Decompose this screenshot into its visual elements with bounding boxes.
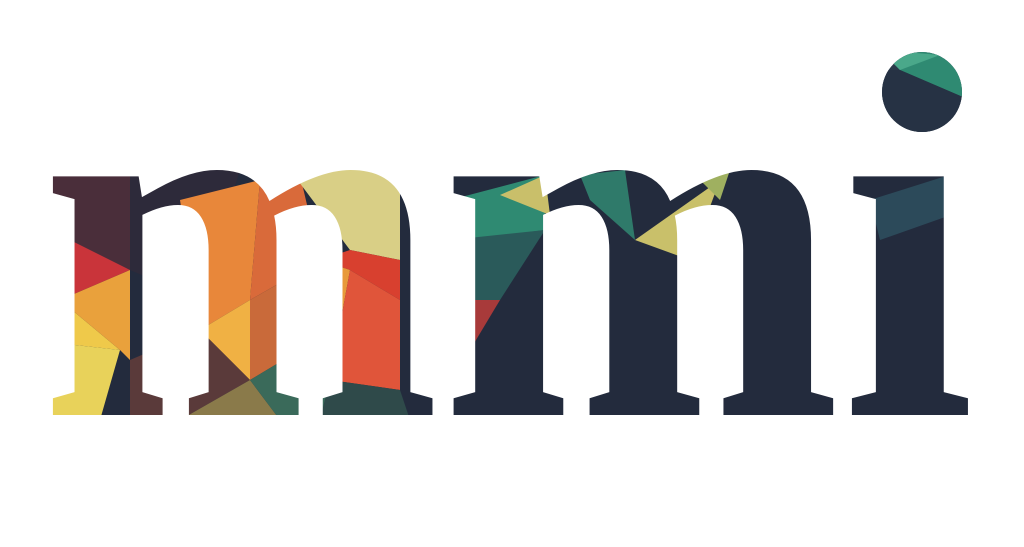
i-dot [882,52,962,132]
